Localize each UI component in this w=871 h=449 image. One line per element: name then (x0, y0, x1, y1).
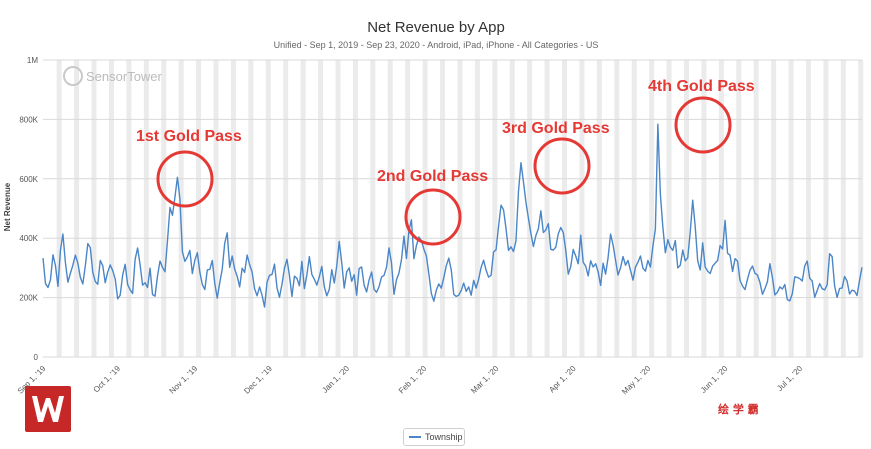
x-tick-label: Dec 1, '19 (242, 364, 274, 396)
weekend-band (178, 60, 184, 357)
annotation-label: 1st Gold Pass (136, 128, 242, 145)
x-tick-label: Jun 1, '20 (699, 364, 730, 395)
weekend-band (788, 60, 794, 357)
weekend-band (509, 60, 515, 357)
x-tick-label: Feb 1, '20 (397, 364, 429, 396)
weekend-band (666, 60, 672, 357)
x-tick-label: Mar 1, '20 (469, 364, 501, 396)
weekend-band (753, 60, 759, 357)
weekend-band (440, 60, 446, 357)
weekend-band (718, 60, 724, 357)
weekend-band (544, 60, 550, 357)
weekend-band (387, 60, 393, 357)
weekend-band (771, 60, 777, 357)
weekend-band (474, 60, 480, 357)
x-tick-label: Jan 1, '20 (320, 364, 351, 395)
chart-title: Net Revenue by App (367, 19, 505, 36)
weekend-band (805, 60, 811, 357)
weekend-band (335, 60, 341, 357)
weekend-band (562, 60, 568, 357)
weekend-band (858, 60, 864, 357)
highlight-circle (533, 137, 591, 195)
weekend-bands (56, 60, 864, 357)
y-tick-label: 800K (19, 115, 38, 124)
annotation-1st: 1st Gold Pass (136, 128, 242, 208)
legend-label: Township (425, 432, 463, 442)
weekend-band (736, 60, 742, 357)
y-tick-label: 1M (27, 56, 38, 65)
weekend-band (614, 60, 620, 357)
x-tick-label: Oct 1, '19 (92, 364, 123, 395)
series-line-township (42, 123, 863, 308)
weekend-band (300, 60, 306, 357)
weekend-band (579, 60, 585, 357)
y-tick-label: 600K (19, 175, 38, 184)
highlight-circle (156, 150, 214, 208)
weekend-band (161, 60, 167, 357)
y-tick-label: 200K (19, 294, 38, 303)
chart-subtitle: Unified - Sep 1, 2019 - Sep 23, 2020 - A… (274, 40, 599, 50)
legend-swatch (409, 436, 421, 438)
weekend-band (701, 60, 707, 357)
gridlines (43, 59, 862, 358)
y-tick-label: 400K (19, 234, 38, 243)
y-axis-label: Net Revenue (3, 182, 12, 231)
weekend-band (143, 60, 149, 357)
weekend-band (649, 60, 655, 357)
weekend-band (108, 60, 114, 357)
highlight-circle (404, 188, 462, 246)
weekend-band (422, 60, 428, 357)
weekend-band (684, 60, 689, 357)
annotation-4th: 4th Gold Pass (648, 78, 755, 154)
y-axis-ticks: 0 200K 400K 600K 800K 1M (19, 56, 38, 362)
weekend-band (265, 60, 271, 357)
w-logo-icon (32, 396, 64, 422)
annotation-label: 3rd Gold Pass (502, 120, 610, 137)
weekend-band (56, 60, 62, 357)
weekend-band (74, 60, 80, 357)
weekend-band (596, 60, 602, 357)
weekend-band (352, 60, 358, 357)
x-tick-label: May 1, '20 (620, 364, 653, 397)
y-tick-label: 0 (34, 353, 39, 362)
annotation-3rd: 3rd Gold Pass (502, 120, 610, 195)
weekend-band (631, 60, 637, 357)
weekend-band (213, 60, 219, 357)
corner-chinese-label: 绘 学 霸 (718, 402, 759, 416)
weekend-band (283, 60, 289, 357)
sensortower-watermark: SensorTower (63, 66, 163, 86)
weekend-band (230, 60, 236, 357)
weekend-band (370, 60, 376, 357)
x-axis-ticks: Sep 1, '19 Oct 1, '19 Nov 1, '19 Dec 1, '19… (16, 364, 805, 397)
x-tick-label: Apr 1, '20 (547, 364, 578, 395)
x-tick-label: Nov 1, '19 (168, 364, 200, 396)
weekend-band (196, 60, 202, 357)
weekend-band (91, 60, 97, 357)
watermark-text: SensorTower (86, 69, 163, 84)
annotation-2nd: 2nd Gold Pass (377, 168, 488, 246)
weekend-band (126, 60, 132, 357)
annotation-label: 4th Gold Pass (648, 78, 755, 95)
weekend-band (318, 60, 324, 357)
highlight-circle (674, 96, 732, 154)
weekend-band (527, 60, 533, 357)
weekend-band (823, 60, 829, 357)
annotation-label: 2nd Gold Pass (377, 168, 488, 185)
legend[interactable]: Township (403, 428, 465, 446)
weekend-band (248, 60, 254, 357)
weekend-band (840, 60, 846, 357)
weekend-band (492, 60, 498, 357)
brand-logo (25, 386, 71, 432)
sensortower-logo-icon (63, 66, 83, 86)
x-tick-label: Jul 1, '20 (775, 364, 804, 393)
